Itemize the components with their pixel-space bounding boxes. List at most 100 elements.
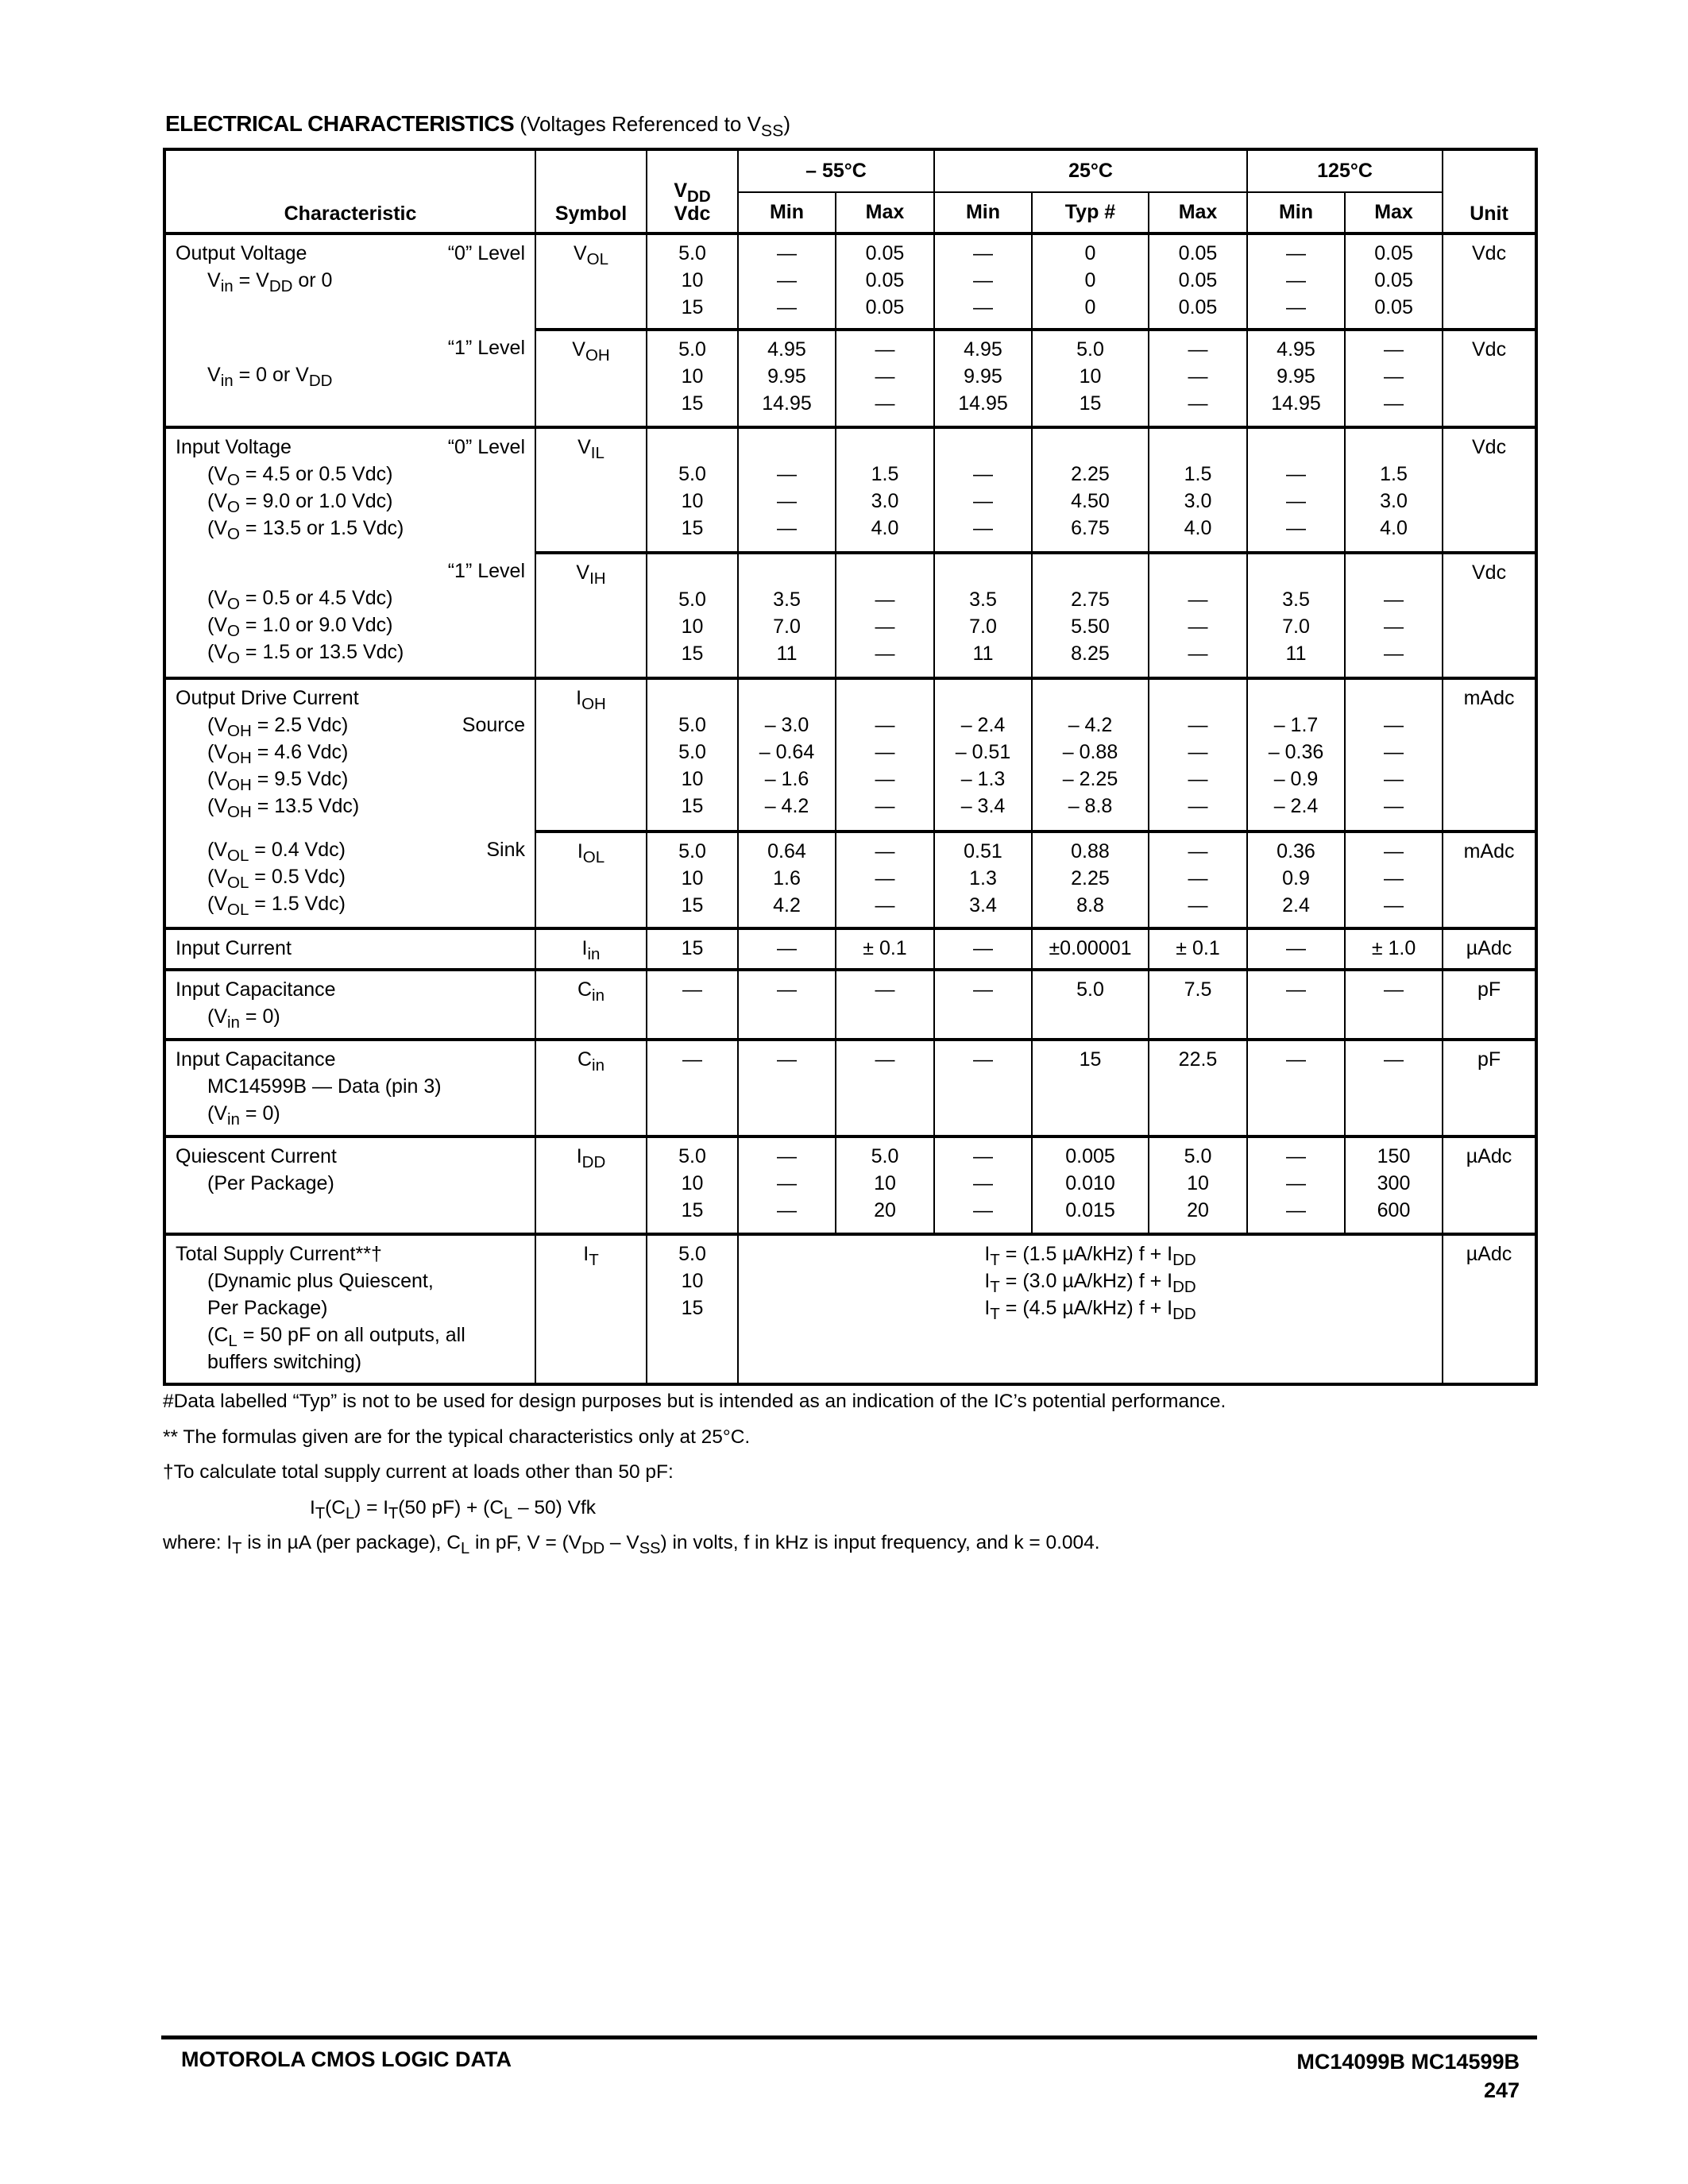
- subscript: in: [227, 1013, 240, 1032]
- symbol: IOH: [576, 687, 606, 714]
- header-unit-label: Unit: [1470, 203, 1508, 225]
- section-title: ELECTRICAL CHARACTERISTICS (Voltages Ref…: [165, 111, 790, 139]
- vdd-cell: 5.0 10 15: [646, 232, 739, 330]
- value: —: [1384, 615, 1404, 638]
- value: 20: [874, 1199, 896, 1221]
- unit: pF: [1477, 978, 1501, 1001]
- header-sub: Min: [1246, 192, 1346, 235]
- value-cell: 2.75 5.50 8.25: [1031, 551, 1149, 678]
- characteristic-line: Quiescent Current: [166, 1143, 535, 1170]
- characteristic-text: (VOH = 2.5 Vdc): [207, 714, 349, 741]
- subscript: in: [587, 945, 601, 964]
- characteristic-text: (Dynamic plus Quiescent,: [207, 1270, 434, 1292]
- value: ±0.00001: [1049, 937, 1132, 959]
- value: —: [1188, 768, 1208, 790]
- characteristic-line: (CL = 50 pF on all outputs, all: [166, 1322, 535, 1349]
- table-row: “0” Level Input Voltage (VO = 4.5 or 0.5 V…: [164, 426, 1538, 553]
- characteristic-text: Per Package): [207, 1297, 328, 1319]
- value-cell: ±0.00001: [1031, 927, 1149, 970]
- value: —: [777, 937, 797, 959]
- value: 3.5: [1282, 588, 1310, 611]
- subscript: OL: [582, 848, 605, 867]
- value: —: [1188, 642, 1208, 665]
- value: – 2.4: [960, 714, 1006, 736]
- subscript: T: [388, 1504, 399, 1522]
- value: 1.6: [773, 867, 801, 889]
- value: 0: [1084, 242, 1096, 264]
- characteristic-text: (VO = 1.0 or 9.0 Vdc): [207, 614, 393, 641]
- characteristic-text: (VOL = 0.4 Vdc): [207, 839, 346, 866]
- value: – 1.7: [1273, 714, 1319, 736]
- header-temp-125: 125°C: [1246, 149, 1444, 193]
- value: 3.5: [773, 588, 801, 611]
- value: 4.2: [773, 894, 801, 916]
- value: —: [973, 1145, 993, 1167]
- value-cell: — — —: [835, 551, 935, 678]
- vdd-cell: 5.0 10 15: [646, 426, 739, 553]
- value: —: [875, 840, 895, 862]
- characteristic-cell: Output Drive Current Source (VOH = 2.5 Vdc…: [164, 677, 536, 832]
- value: 0.36: [1277, 840, 1315, 862]
- unit: mAdc: [1463, 687, 1515, 709]
- footer-divider: [161, 2035, 1537, 2039]
- value: 4.95: [1277, 338, 1315, 361]
- characteristic-text: Input Current: [176, 937, 292, 959]
- value: —: [875, 588, 895, 611]
- value-cell: — — —: [1344, 328, 1444, 427]
- value-cell: — — —: [737, 1135, 836, 1234]
- vdd-cell: —: [646, 968, 739, 1040]
- condition-label: “0” Level: [447, 242, 525, 264]
- table-row: “1” Level (VO = 0.5 or 4.5 Vdc) (VO = 1.0 …: [164, 551, 1538, 678]
- characteristic-text: (VO = 0.5 or 4.5 Vdc): [207, 587, 393, 614]
- value: 0.05: [1178, 242, 1218, 264]
- value: [935, 685, 1031, 712]
- symbol: IDD: [576, 1145, 606, 1172]
- characteristic-cell: Input Current: [164, 927, 536, 970]
- value: 4.0: [1380, 517, 1408, 539]
- value-cell: – 4.2 – 0.88 – 2.25 – 8.8: [1031, 677, 1149, 832]
- value: —: [973, 1048, 993, 1071]
- value: 8.8: [1076, 894, 1104, 916]
- vdd-value: 15: [681, 894, 704, 916]
- characteristic-text: (VOH = 4.6 Vdc): [207, 741, 349, 768]
- subscript: in: [592, 986, 605, 1005]
- table-row: Input Capacitance MC14599B — Data (pin 3)…: [164, 1038, 1538, 1136]
- characteristic-text: Input Capacitance: [176, 1048, 336, 1071]
- vdd-value: 10: [681, 269, 704, 291]
- value: 600: [1377, 1199, 1411, 1221]
- vdd-value: 15: [681, 937, 704, 959]
- characteristic-text: Output Drive Current: [176, 687, 359, 709]
- unit-cell: Vdc: [1442, 328, 1538, 427]
- value: —: [875, 338, 895, 361]
- value: 3.4: [969, 894, 997, 916]
- characteristic-text: (VO = 1.5 or 13.5 Vdc): [207, 641, 404, 668]
- subscript: IH: [589, 569, 606, 588]
- value-cell: — — —: [933, 232, 1033, 330]
- value-cell: —: [737, 968, 836, 1040]
- symbol-cell: IOH: [535, 677, 647, 832]
- symbol: IT: [583, 1243, 599, 1270]
- subscript: DD: [268, 277, 293, 296]
- characteristic-line: (VO = 1.5 or 13.5 Vdc): [166, 639, 535, 666]
- value-cell: — — —: [737, 426, 836, 553]
- header-vdd-unit: Vdc: [674, 203, 711, 225]
- vdd-value: 15: [681, 296, 704, 318]
- characteristic-text: (VOL = 0.5 Vdc): [207, 866, 346, 893]
- vdd-cell: 15: [646, 927, 739, 970]
- value: —: [973, 269, 993, 291]
- subscript: DD: [1172, 1278, 1196, 1297]
- characteristic-line: (VO = 1.0 or 9.0 Vdc): [166, 612, 535, 639]
- header-temp-25: 25°C: [933, 149, 1249, 193]
- unit-cell: µAdc: [1442, 1135, 1538, 1234]
- value: —: [1286, 1172, 1307, 1194]
- characteristic-cell: Total Supply Current**† (Dynamic plus Qui…: [164, 1233, 536, 1384]
- value-cell: — — — —: [1344, 677, 1444, 832]
- value: 1.5: [871, 463, 899, 485]
- symbol: Cin: [577, 1048, 605, 1075]
- characteristic-line: Input Current: [166, 935, 535, 962]
- value: 22.5: [1178, 1048, 1218, 1071]
- value: [1149, 685, 1246, 712]
- characteristic-text: Quiescent Current: [176, 1145, 337, 1167]
- symbol: Iin: [581, 937, 601, 964]
- value-cell: — — — —: [1147, 677, 1249, 832]
